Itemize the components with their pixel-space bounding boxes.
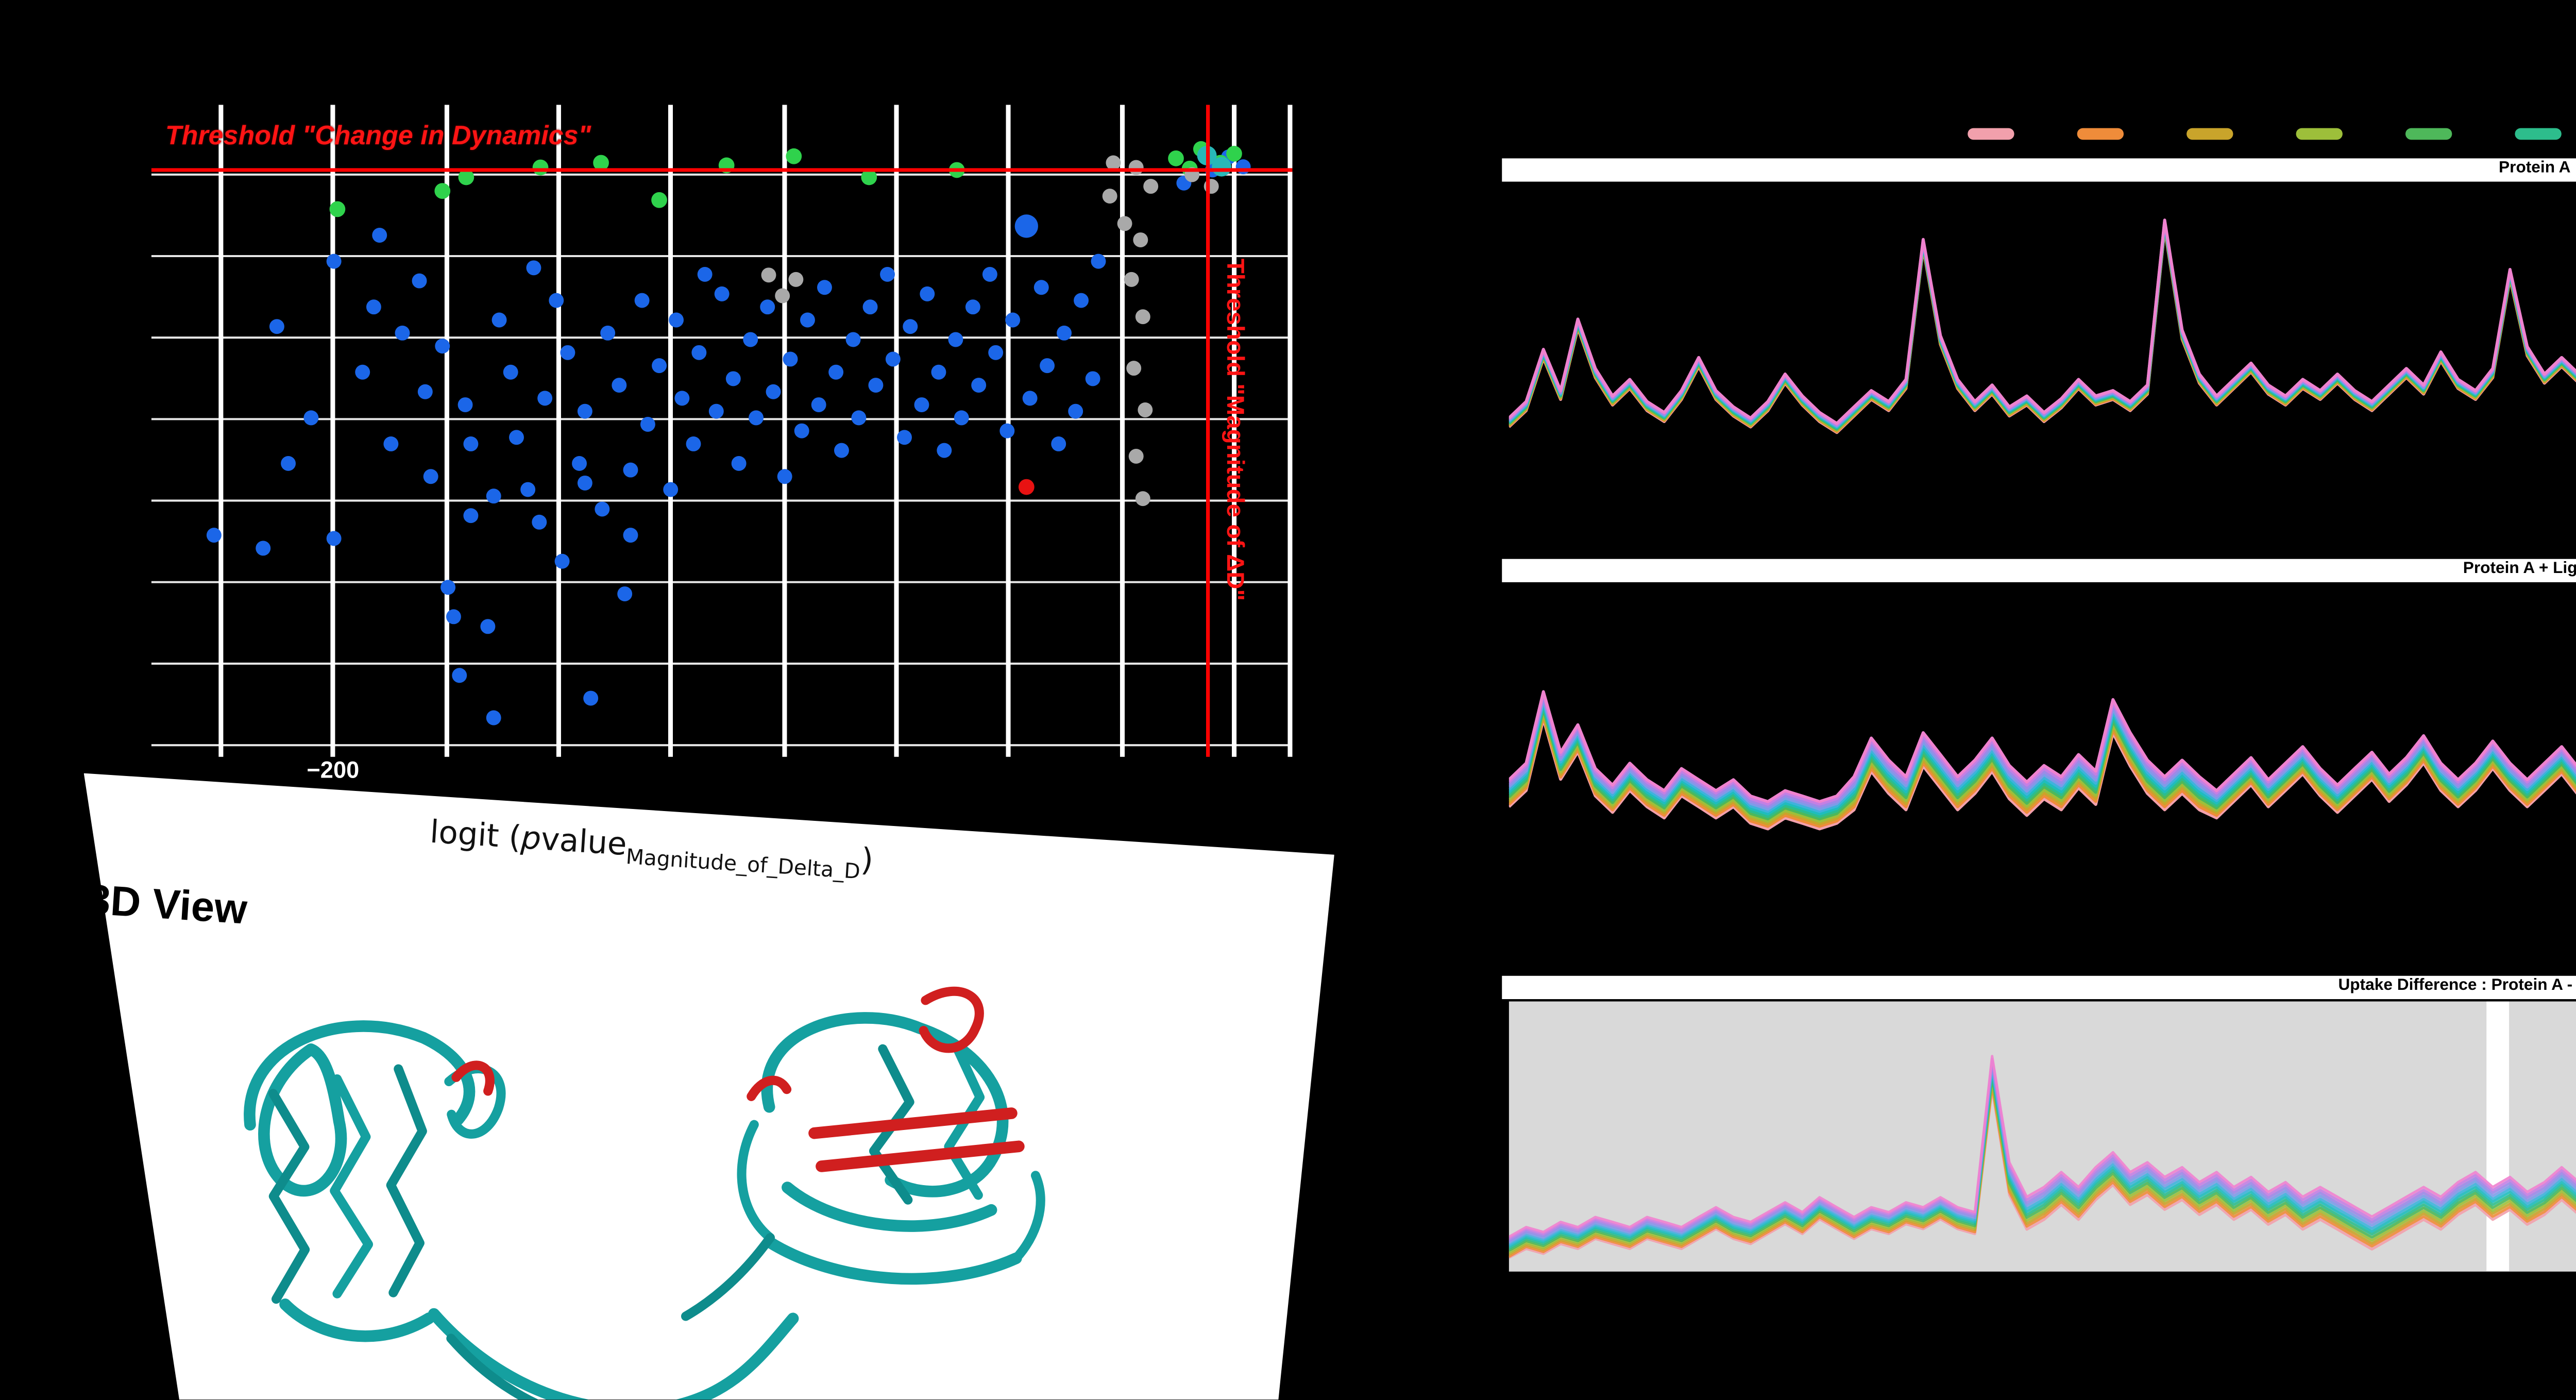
uptake-plot-protein-a[interactable]	[1509, 189, 2576, 538]
axis-label-p: p	[520, 820, 543, 859]
uptake-lines	[1509, 218, 2576, 434]
legend-dash	[2187, 128, 2233, 140]
legend-dash	[1968, 128, 2014, 140]
3d-view-card-content: logit (pvalueMagnitude_of_Delta_D) 3D Vi…	[37, 773, 1350, 1400]
panel-title-bar-uptake-difference: Uptake Difference : Protein A - (Protein…	[1502, 975, 2576, 999]
protein-red-ribbons	[451, 986, 1025, 1172]
panel-bg	[1509, 586, 2576, 936]
timepoint-legend	[1968, 128, 2576, 140]
volcano-plot[interactable]: Threshold "Change in Dynamics" Threshold…	[151, 105, 1293, 785]
scatter-series-significant-red[interactable]	[1018, 479, 1035, 495]
scatter-series-magnitude-only-gray[interactable]	[761, 155, 1219, 507]
panel-title-protein-a: Protein A	[2499, 160, 2571, 177]
threshold-change-label: Threshold "Change in Dynamics"	[165, 123, 591, 151]
axis-label-value: value	[539, 821, 628, 865]
legend-dash	[2296, 128, 2343, 140]
uptake-lines	[1509, 690, 2576, 831]
panel-bg	[1509, 189, 2576, 538]
panel-title-bar-protein-a-ligand: Protein A + Ligand	[1502, 559, 2576, 582]
x-axis-tick-label: −200	[307, 759, 360, 785]
volcano-vertical-gridlines	[218, 105, 1237, 757]
axis-label-prefix: logit (	[429, 814, 522, 858]
panel-title-protein-a-ligand: Protein A + Ligand	[2463, 561, 2576, 578]
protein-ribbon-viewer[interactable]	[147, 924, 1109, 1400]
axis-label-subscript: Magnitude_of_Delta_D	[625, 847, 861, 886]
protein-teal-ribbons	[244, 1012, 1045, 1400]
uptake-difference-plot[interactable]	[1509, 1001, 2576, 1272]
uptake-lines	[1509, 1055, 2576, 1259]
volcano-scatter-canvas[interactable]	[151, 105, 1293, 757]
threshold-magnitude-label: Threshold "Magnitude of ΔD"	[1220, 258, 1248, 601]
axis-label-suffix: )	[859, 842, 875, 881]
coverage-band	[2509, 1001, 2576, 1272]
scatter-series-non-significant-blue[interactable]	[206, 149, 1251, 726]
panel-title-bar-protein-a: Protein A	[1502, 158, 2576, 182]
volcano-x-axis-label: logit (pvalueMagnitude_of_Delta_D)	[428, 814, 874, 886]
scatter-series-non-significant-blue-large[interactable]	[1014, 214, 1038, 238]
panel-title-uptake-difference: Uptake Difference : Protein A - (Protein…	[2338, 978, 2576, 994]
legend-dash	[2515, 128, 2562, 140]
legend-dash	[2077, 128, 2124, 140]
uptake-plot-protein-a-ligand[interactable]	[1509, 586, 2576, 936]
legend-dash	[2405, 128, 2452, 140]
